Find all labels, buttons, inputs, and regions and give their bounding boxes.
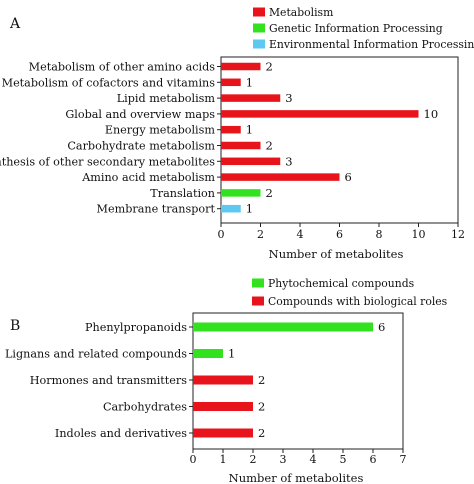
panel-a-value-label-9: 1 [246, 202, 253, 216]
panel-a-x-tick-label-1: 2 [257, 228, 264, 241]
panel-a-bar-1 [221, 78, 241, 87]
panel-b-category-label-0: Phenylpropanoids [85, 321, 187, 334]
panel-b-value-label-3: 2 [258, 400, 265, 414]
panel-a-bar-9 [221, 204, 241, 213]
panel-a-category-label-1: Metabolism of cofactors and vitamins [2, 76, 216, 89]
panel-a-x-tick-label-0: 0 [218, 228, 225, 241]
panel-a-x-axis-title: Number of metabolites [269, 247, 404, 261]
panel-b-x-tick-label-0: 0 [190, 453, 197, 466]
panel-b-legend-label-0: Phytochemical compounds [268, 277, 414, 290]
panel-b-value-label-1: 1 [228, 347, 235, 361]
panel-a-x-tick-label-5: 10 [412, 228, 426, 241]
panel-b-legend-swatch-0 [252, 278, 264, 288]
panel-a-bar-4 [221, 125, 241, 134]
panel-a-letter: A [9, 16, 21, 32]
panel-b-bar-4 [193, 428, 253, 438]
panel-a-bar-7 [221, 173, 340, 181]
panel-a-legend-label-0: Metabolism [269, 6, 333, 19]
panel-a-category-label-8: Translation [150, 187, 215, 200]
panel-a-value-label-6: 3 [285, 154, 292, 168]
panel-a-value-label-7: 6 [345, 170, 352, 184]
panel-a-bar-0 [221, 62, 261, 71]
panel-b-x-tick-label-6: 6 [370, 453, 377, 466]
panel-b-category-label-3: Carbohydrates [103, 401, 187, 414]
panel-b-value-label-0: 6 [378, 320, 385, 334]
panel-a-bar-3 [221, 110, 419, 118]
panel-a-bar-5 [221, 141, 261, 150]
panel-b-bar-2 [193, 375, 253, 385]
panel-a-value-label-3: 10 [424, 107, 439, 121]
panel-a-category-label-3: Global and overview maps [65, 108, 215, 121]
panel-a-legend-label-1: Genetic Information Processing [269, 22, 443, 35]
panel-a-category-label-6: Biosynthesis of other secondary metaboli… [0, 155, 215, 168]
panel-a-bar-8 [221, 189, 261, 197]
panel-a-legend-swatch-2 [253, 39, 265, 49]
panel-a-bar-2 [221, 94, 281, 102]
panel-a-category-label-0: Metabolism of other amino acids [29, 61, 216, 74]
panel-a-category-label-4: Energy metabolism [105, 124, 216, 137]
panel-a-x-tick-label-3: 6 [336, 228, 343, 241]
panel-a-value-label-5: 2 [266, 139, 273, 153]
panel-b-legend-swatch-1 [252, 296, 264, 306]
panel-b-legend-label-1: Compounds with biological roles [268, 295, 447, 308]
panel-a-x-tick-label-2: 4 [297, 228, 304, 241]
panel-a-category-label-2: Lipid metabolism [117, 92, 216, 105]
panel-a-value-label-1: 1 [246, 75, 253, 89]
panel-a-plot-frame [220, 56, 459, 224]
panel-b-x-tick-label-1: 1 [220, 453, 227, 466]
panel-b-value-label-2: 2 [258, 373, 265, 387]
panel-b-bar-3 [193, 402, 253, 411]
panel-b-value-label-4: 2 [258, 426, 265, 440]
panel-b-x-tick-label-3: 3 [280, 453, 287, 466]
panel-b-x-tick-label-2: 2 [250, 453, 257, 466]
panel-a-value-label-4: 1 [246, 123, 253, 137]
panel-a-legend-swatch-0 [253, 7, 265, 17]
panel-a-legend-label-2: Environmental Information Processing [269, 38, 474, 51]
panel-b-x-tick-label-7: 7 [400, 453, 407, 466]
panel-b-x-tick-label-4: 4 [310, 453, 317, 466]
panel-a-x-tick-label-6: 12 [451, 228, 465, 241]
panel-a-value-label-2: 3 [285, 91, 292, 105]
panel-a-value-label-8: 2 [266, 186, 273, 200]
panel-a-bar-6 [221, 157, 281, 166]
panel-a-x-tick-label-4: 8 [376, 228, 383, 241]
panel-a-category-label-5: Carbohydrate metabolism [67, 140, 215, 153]
panel-b-x-axis-title: Number of metabolites [229, 471, 364, 484]
panel-a-category-label-9: Membrane transport [97, 203, 216, 216]
panel-b-bar-0 [193, 322, 373, 332]
panel-b-category-label-2: Hormones and transmitters [30, 374, 188, 387]
panel-b-category-label-1: Lignans and related compounds [5, 348, 187, 361]
panel-a-category-label-7: Amino acid metabolism [81, 171, 215, 184]
panel-a-legend-swatch-1 [253, 23, 265, 33]
panel-b-bar-1 [193, 349, 223, 358]
panel-a-value-label-0: 2 [266, 60, 273, 74]
panel-b-letter: B [10, 318, 20, 334]
panel-b-category-label-4: Indoles and derivatives [55, 427, 187, 440]
panel-b-x-tick-label-5: 5 [340, 453, 347, 466]
